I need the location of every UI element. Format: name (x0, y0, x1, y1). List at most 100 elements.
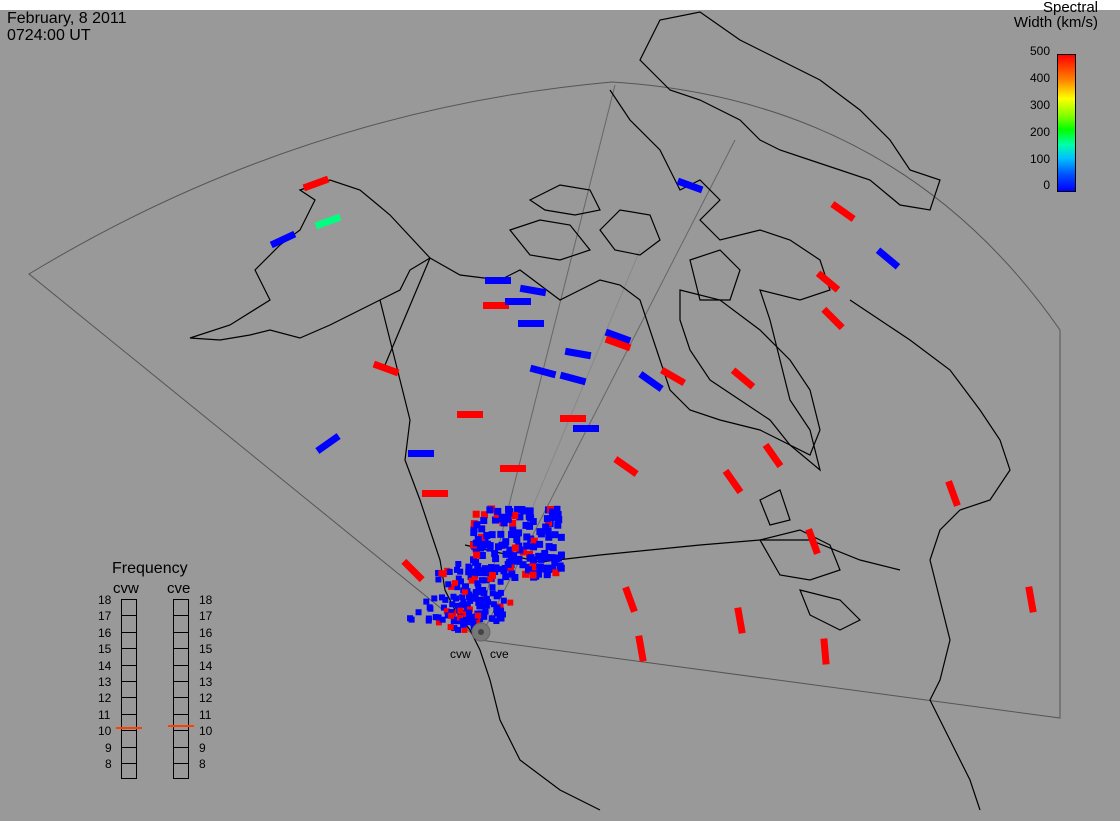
radar-return-cell (489, 571, 497, 579)
cvw-column-label: cvw (113, 580, 139, 597)
radar-return-cell (536, 528, 544, 536)
radar-return-cell (472, 510, 480, 518)
frequency-cell (121, 615, 137, 632)
radar-return-cell (541, 549, 549, 557)
radar-return-cell (427, 605, 434, 612)
radar-return-cell (494, 507, 502, 515)
radar-return-cell (536, 540, 544, 548)
frequency-cell (121, 713, 137, 731)
radar-return-cell (549, 513, 557, 521)
radar-return-cell (454, 566, 461, 573)
radar-return-cell (488, 531, 496, 539)
radar-return-cell (497, 578, 504, 585)
frequency-label: 16 (199, 625, 213, 640)
radar-return-cell (722, 468, 744, 495)
frequency-cell (173, 713, 189, 731)
radar-return-cell (455, 618, 462, 625)
radar-return-cell (492, 555, 500, 563)
radar-return-cell (473, 521, 481, 529)
radar-return-cell (530, 543, 538, 551)
radar-return-cell (475, 584, 482, 591)
radar-return-cell (734, 607, 746, 634)
frequency-label: 9 (199, 740, 206, 755)
frequency-label: 14 (98, 658, 112, 673)
frequency-cell (121, 631, 137, 649)
radar-return-cell (509, 519, 517, 527)
frequency-cell (121, 664, 137, 681)
radar-return-cell (504, 560, 512, 568)
frequency-label: 10 (98, 724, 112, 739)
radar-return-cell (470, 556, 478, 564)
frequency-cell (173, 697, 189, 714)
radar-return-cell (509, 526, 517, 534)
time-label: 0724:00 UT (7, 27, 91, 44)
frequency-label: 11 (98, 707, 111, 722)
radar-return-cell (372, 360, 400, 377)
radar-return-cell (820, 638, 830, 665)
frequency-label: 14 (199, 658, 213, 673)
radar-return-cell (507, 531, 515, 539)
radar-return-cell (498, 541, 506, 549)
radar-return-cell (573, 425, 599, 432)
frequency-label: 8 (199, 757, 206, 771)
radar-return-cell (523, 542, 531, 550)
frequency-cell (173, 680, 189, 698)
frequency-label: 8 (105, 757, 112, 771)
frequency-label: 18 (98, 593, 112, 607)
radar-return-cell (510, 557, 518, 565)
radar-return-cell (431, 595, 438, 602)
radar-return-cell (481, 565, 489, 573)
radar-return-cell (468, 616, 475, 623)
radar-return-cell (762, 442, 784, 469)
radar-return-cell (479, 588, 486, 595)
frequency-label: 15 (199, 642, 213, 657)
radar-return-cell (502, 573, 510, 581)
radar-return-cell (474, 612, 481, 619)
radar-return-cell (454, 602, 461, 609)
radar-return-cell (498, 607, 505, 614)
radar-return-cell (507, 564, 515, 572)
radar-return-cell (537, 555, 545, 563)
radar-return-cell (459, 594, 466, 601)
radar-return-cell (635, 635, 647, 662)
radar-return-cell (493, 610, 500, 617)
radar-return-cell (440, 604, 447, 611)
radar-return-cell (554, 516, 562, 524)
radar-return-cell (467, 573, 474, 580)
radar-return-cell (545, 519, 553, 527)
frequency-cell (173, 648, 189, 665)
radar-return-cell (551, 531, 559, 539)
frequency-label: 12 (98, 691, 112, 706)
radar-return-cell (523, 533, 531, 541)
legend-tick: 0 (1043, 178, 1050, 192)
radar-return-cell (529, 563, 537, 571)
cve-frequency-scale (173, 599, 189, 780)
radar-return-cell (553, 505, 561, 513)
radar-return-cell (490, 601, 497, 608)
radar-return-cell (519, 548, 527, 556)
radar-return-cell (478, 542, 486, 550)
frequency-label: 15 (98, 642, 112, 657)
radar-return-cell (491, 549, 499, 557)
radar-return-cell (554, 521, 562, 529)
radar-return-cell (483, 595, 490, 602)
radar-return-cell (462, 616, 469, 623)
radar-return-cell (460, 599, 467, 606)
radar-return-cell (446, 568, 453, 575)
radar-return-cell (444, 612, 451, 619)
legend-tick: 200 (1029, 125, 1050, 139)
frequency-cell (173, 664, 189, 681)
station-label-cve: cve (490, 647, 509, 661)
radar-return-cell (466, 564, 473, 571)
radar-return-cell (481, 569, 489, 577)
radar-return-cell (486, 506, 494, 514)
radar-return-cell (472, 539, 480, 547)
beam-line (476, 84, 616, 633)
radar-return-cell (474, 536, 482, 544)
radar-return-cell (499, 611, 506, 618)
frequency-cell (121, 680, 137, 698)
radar-return-cell (415, 609, 422, 616)
radar-return-cell (500, 465, 526, 472)
radar-return-cell (511, 544, 519, 552)
radar-return-cell (497, 530, 505, 538)
